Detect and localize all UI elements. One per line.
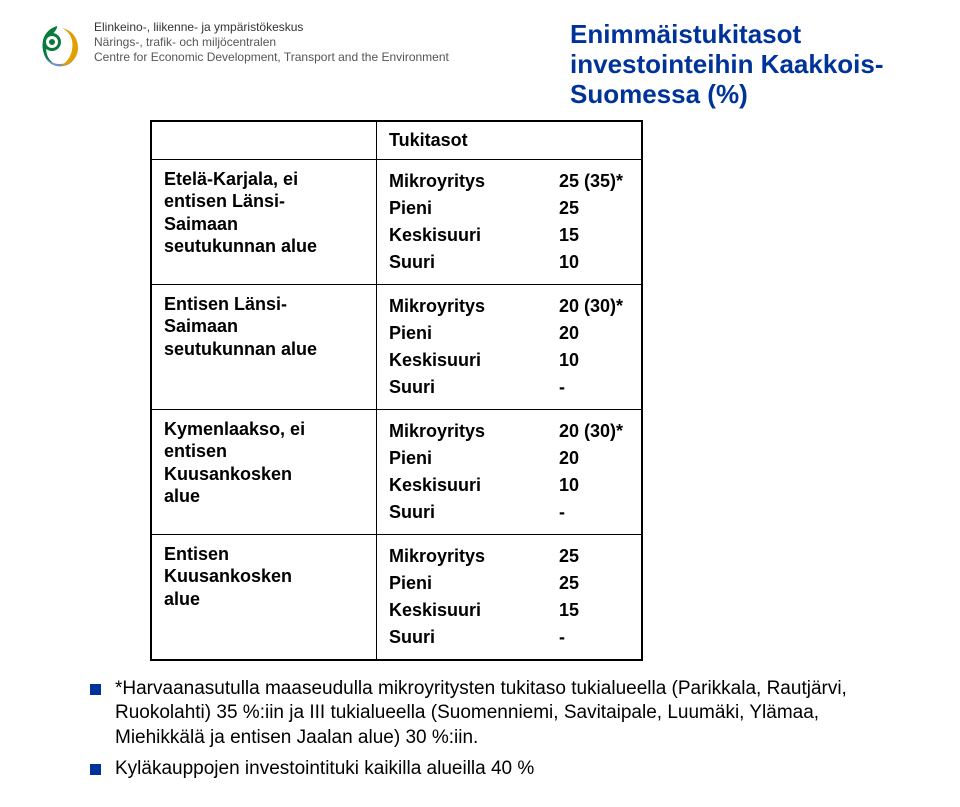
region-name-line: seutukunnan alue [164, 339, 317, 359]
footnote-item: *Harvaanasutulla maaseudulla mikroyritys… [90, 677, 900, 751]
region-name-line: Saimaan [164, 316, 238, 336]
value-row: Suuri - [389, 624, 629, 651]
region-name-cell: Kymenlaakso, eientisen Kuusankoskenalue [151, 409, 377, 534]
bullet-icon [90, 684, 101, 695]
size-label: Keskisuuri [389, 347, 494, 374]
size-value: 25 [559, 543, 629, 570]
header: Elinkeino-, liikenne- ja ympäristökeskus… [30, 20, 930, 110]
table-row: Etelä-Karjala, eientisen Länsi- Saimaanse… [151, 159, 642, 284]
size-value: 20 [559, 320, 629, 347]
region-name-line: entisen Länsi- [164, 191, 285, 211]
size-value: 15 [559, 597, 629, 624]
footnote-item: Kyläkauppojen investointituki kaikilla a… [90, 757, 900, 782]
region-name-line: entisen [164, 441, 227, 461]
region-name-line: seutukunnan alue [164, 236, 317, 256]
size-label: Mikroyritys [389, 418, 494, 445]
size-label: Suuri [389, 624, 494, 651]
size-value: 20 [559, 445, 629, 472]
size-label: Keskisuuri [389, 472, 494, 499]
value-row: Pieni 20 [389, 445, 629, 472]
region-name-line: Kuusankosken [164, 566, 292, 586]
size-value: 25 [559, 570, 629, 597]
footnotes: *Harvaanasutulla maaseudulla mikroyritys… [90, 677, 900, 782]
size-label: Suuri [389, 499, 494, 526]
size-value: 10 [559, 347, 629, 374]
size-label: Mikroyritys [389, 543, 494, 570]
region-name-line: alue [164, 486, 200, 506]
region-values-cell: Mikroyritys20 (30)*Pieni20Keskisuuri10Su… [377, 284, 643, 409]
table-row: Kymenlaakso, eientisen Kuusankoskenalue Mi… [151, 409, 642, 534]
org-name-fi: Elinkeino-, liikenne- ja ympäristökeskus [94, 20, 449, 34]
size-label: Pieni [389, 320, 494, 347]
region-name-line: Saimaan [164, 214, 238, 234]
footnote-text: *Harvaanasutulla maaseudulla mikroyritys… [115, 677, 900, 751]
org-name-en: Centre for Economic Development, Transpo… [94, 50, 449, 64]
size-label: Suuri [389, 249, 494, 276]
value-row: Keskisuuri 10 [389, 347, 629, 374]
size-value: 10 [559, 249, 629, 276]
region-name-cell: Entisen Länsi-Saimaan seutukunnan alue [151, 284, 377, 409]
value-row: Keskisuuri 15 [389, 222, 629, 249]
org-name-sv: Närings-, trafik- och miljöcentralen [94, 35, 449, 49]
value-row: Mikroyritys 25 (35)* [389, 168, 629, 195]
value-row: Mikroyritys 20 (30)* [389, 293, 629, 320]
value-row: Suuri - [389, 499, 629, 526]
region-values-cell: Mikroyritys20 (30)*Pieni20Keskisuuri10Su… [377, 409, 643, 534]
region-name-line: Entisen Länsi- [164, 294, 287, 314]
size-label: Suuri [389, 374, 494, 401]
region-name-cell: EntisenKuusankosken alue [151, 534, 377, 660]
value-row: Suuri 10 [389, 249, 629, 276]
size-label: Mikroyritys [389, 168, 494, 195]
region-values-cell: Mikroyritys25 (35)*Pieni25Keskisuuri15Su… [377, 159, 643, 284]
value-row: Keskisuuri 10 [389, 472, 629, 499]
size-value: 15 [559, 222, 629, 249]
value-row: Pieni 25 [389, 570, 629, 597]
header-empty-cell [151, 121, 377, 160]
ely-logo-icon [30, 20, 84, 74]
org-logo-block: Elinkeino-, liikenne- ja ympäristökeskus… [30, 20, 449, 74]
support-levels-table: Tukitasot Etelä-Karjala, eientisen Länsi… [150, 120, 643, 661]
page-title: Enimmäistukitasot investointeihin Kaakko… [570, 20, 930, 110]
value-row: Mikroyritys 25 [389, 543, 629, 570]
size-label: Pieni [389, 445, 494, 472]
size-value: - [559, 499, 629, 526]
table-row: Entisen Länsi-Saimaan seutukunnan alue Mik… [151, 284, 642, 409]
value-row: Suuri - [389, 374, 629, 401]
region-name-line: alue [164, 589, 200, 609]
org-names: Elinkeino-, liikenne- ja ympäristökeskus… [94, 20, 449, 64]
size-value: 20 (30)* [559, 418, 629, 445]
size-label: Pieni [389, 195, 494, 222]
support-levels-table-wrap: Tukitasot Etelä-Karjala, eientisen Länsi… [150, 120, 930, 661]
size-value: 25 (35)* [559, 168, 629, 195]
bullet-icon [90, 764, 101, 775]
value-row: Pieni 25 [389, 195, 629, 222]
size-value: 25 [559, 195, 629, 222]
region-name-line: Etelä-Karjala, ei [164, 169, 298, 189]
value-row: Keskisuuri 15 [389, 597, 629, 624]
header-tukitasot: Tukitasot [377, 121, 643, 160]
footnote-text: Kyläkauppojen investointituki kaikilla a… [115, 757, 534, 782]
size-label: Keskisuuri [389, 597, 494, 624]
size-value: 10 [559, 472, 629, 499]
size-label: Pieni [389, 570, 494, 597]
table-header-row: Tukitasot [151, 121, 642, 160]
size-value: - [559, 374, 629, 401]
size-value: 20 (30)* [559, 293, 629, 320]
value-row: Pieni 20 [389, 320, 629, 347]
region-name-line: Entisen [164, 544, 229, 564]
value-row: Mikroyritys 20 (30)* [389, 418, 629, 445]
region-values-cell: Mikroyritys 25 Pieni 25 Keskisuuri 15 Suuri - [377, 534, 643, 660]
size-label: Keskisuuri [389, 222, 494, 249]
region-name-line: Kymenlaakso, ei [164, 419, 305, 439]
size-value: - [559, 624, 629, 651]
size-label: Mikroyritys [389, 293, 494, 320]
region-name-cell: Etelä-Karjala, eientisen Länsi- Saimaanse… [151, 159, 377, 284]
region-name-line: Kuusankosken [164, 464, 292, 484]
table-row: EntisenKuusankoskenalueMikroyritys25Pien… [151, 534, 642, 660]
